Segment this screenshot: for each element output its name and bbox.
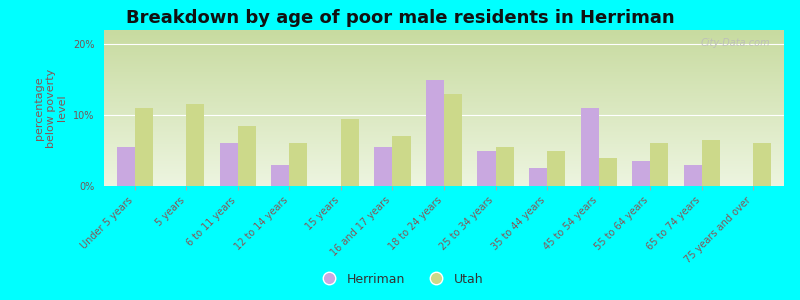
Bar [186, 104, 205, 186]
Bar [753, 143, 771, 186]
Legend: Herriman, Utah: Herriman, Utah [312, 268, 488, 291]
Bar [632, 161, 650, 186]
Bar [135, 108, 153, 186]
Bar [581, 108, 598, 186]
Bar [271, 165, 290, 186]
Bar [547, 151, 565, 186]
Bar [529, 168, 547, 186]
Bar [478, 151, 495, 186]
Bar [702, 140, 720, 186]
Bar [650, 143, 668, 186]
Bar [290, 143, 307, 186]
Bar [238, 126, 256, 186]
Bar [598, 158, 617, 186]
Bar [426, 80, 444, 186]
Bar [374, 147, 393, 186]
Bar [393, 136, 410, 186]
Bar [683, 165, 702, 186]
Bar [220, 143, 238, 186]
Y-axis label: percentage
below poverty
level: percentage below poverty level [34, 68, 67, 148]
Bar [444, 94, 462, 186]
Bar [117, 147, 135, 186]
Text: City-Data.com: City-Data.com [701, 38, 770, 48]
Bar [341, 118, 359, 186]
Text: Breakdown by age of poor male residents in Herriman: Breakdown by age of poor male residents … [126, 9, 674, 27]
Bar [495, 147, 514, 186]
